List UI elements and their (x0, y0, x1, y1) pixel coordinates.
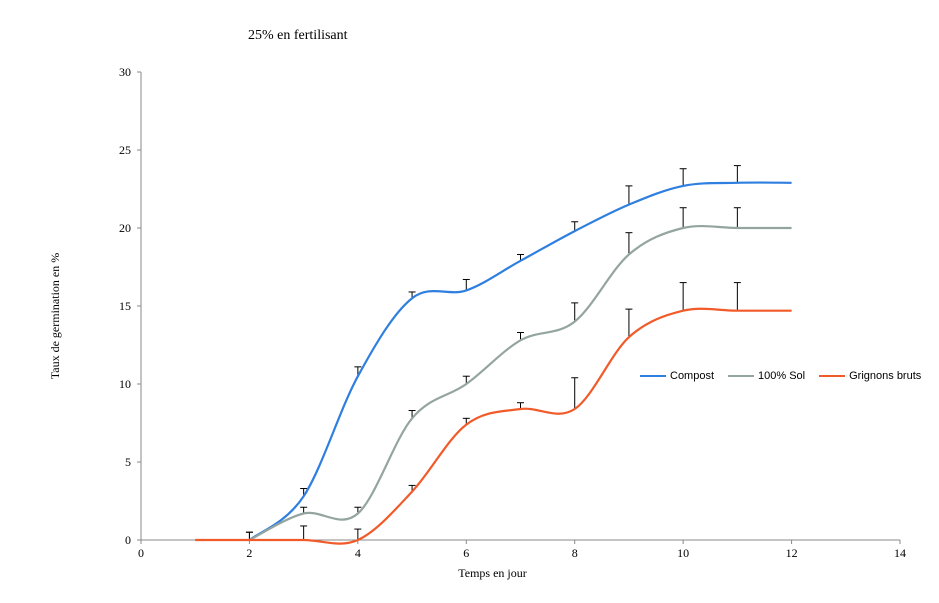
series-line-compost (248, 181, 792, 541)
legend-swatch-compost (640, 375, 666, 377)
axes: 0 5 10 15 20 25 30 0 2 4 6 8 10 12 14 (119, 65, 906, 560)
x-tick-label: 4 (355, 546, 361, 560)
legend-swatch-sol (728, 375, 755, 377)
x-axis-label: Temps en jour (458, 566, 526, 580)
error-bars (245, 165, 741, 540)
y-axis-label: Taux de germination en % (48, 253, 62, 379)
x-tick-label: 0 (138, 546, 144, 560)
y-tick-label: 0 (125, 533, 131, 547)
y-tick-label: 15 (119, 299, 131, 313)
series-lines (195, 181, 792, 545)
legend-label-compost: Compost (670, 370, 715, 382)
x-tick-label: 14 (894, 546, 906, 560)
legend-label-grignons: Grignons bruts (849, 370, 922, 382)
y-tick-label: 20 (119, 221, 131, 235)
x-tick-label: 8 (572, 546, 578, 560)
series-line-grignons-bruts (195, 307, 792, 545)
series-line-100-sol (248, 224, 792, 541)
legend-swatch-grignons (819, 375, 846, 377)
y-tick-label: 5 (125, 455, 131, 469)
y-tick-label: 10 (119, 377, 131, 391)
legend-item-compost: Compost (640, 370, 714, 382)
legend-item-grignons: Grignons bruts (819, 370, 921, 382)
legend: Compost 100% Sol Grignons bruts (640, 370, 921, 382)
y-tick-label: 25 (119, 143, 131, 157)
x-tick-label: 10 (677, 546, 689, 560)
legend-item-sol: 100% Sol (728, 370, 805, 382)
x-tick-label: 2 (246, 546, 252, 560)
y-tick-label: 30 (119, 65, 131, 79)
x-tick-label: 12 (786, 546, 798, 560)
chart-title: 25% en fertilisant (248, 28, 348, 43)
x-tick-label: 6 (463, 546, 469, 560)
legend-label-sol: 100% Sol (758, 370, 806, 382)
